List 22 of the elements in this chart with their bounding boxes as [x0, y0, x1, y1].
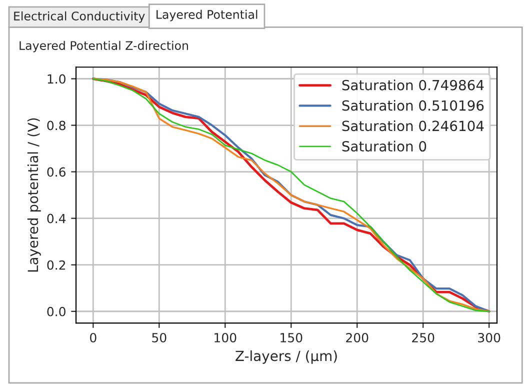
- y-tick-label: 1.0: [48, 74, 66, 84]
- y-tick-label: 0.4: [47, 214, 66, 224]
- x-tick-label: 50: [152, 332, 166, 342]
- text: Layered Potential: [156, 10, 258, 22]
- x-tick-label: 0: [90, 332, 96, 342]
- legend-label: Saturation 0.510196: [342, 100, 484, 111]
- x-axis-title: Z-layers / (µm): [236, 350, 337, 364]
- text: Electrical Conductivity: [14, 11, 145, 23]
- legend-label: Saturation 0.749864: [342, 80, 484, 90]
- x-tick-label: 200: [346, 332, 368, 342]
- y-tick-label: 0.6: [47, 167, 66, 177]
- x-tick-label: 150: [280, 332, 302, 342]
- legend-label: Saturation 0.246104: [342, 120, 484, 132]
- x-tick-label: 250: [412, 332, 434, 342]
- y-tick-label: 0.8: [47, 120, 66, 130]
- x-tick-label: 300: [478, 332, 500, 342]
- y-axis-title: Layered potential / (V): [27, 118, 41, 272]
- y-tick-label: 0.0: [47, 306, 66, 316]
- legend-label: Saturation 0: [342, 140, 426, 152]
- x-tick-label: 100: [214, 332, 236, 342]
- y-tick-label: 0.2: [47, 260, 66, 270]
- chart-title: Layered Potential Z-direction: [20, 40, 188, 52]
